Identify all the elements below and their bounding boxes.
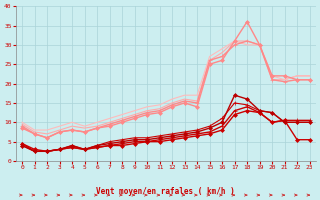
X-axis label: Vent moyen/en rafales ( km/h ): Vent moyen/en rafales ( km/h ): [96, 187, 235, 196]
